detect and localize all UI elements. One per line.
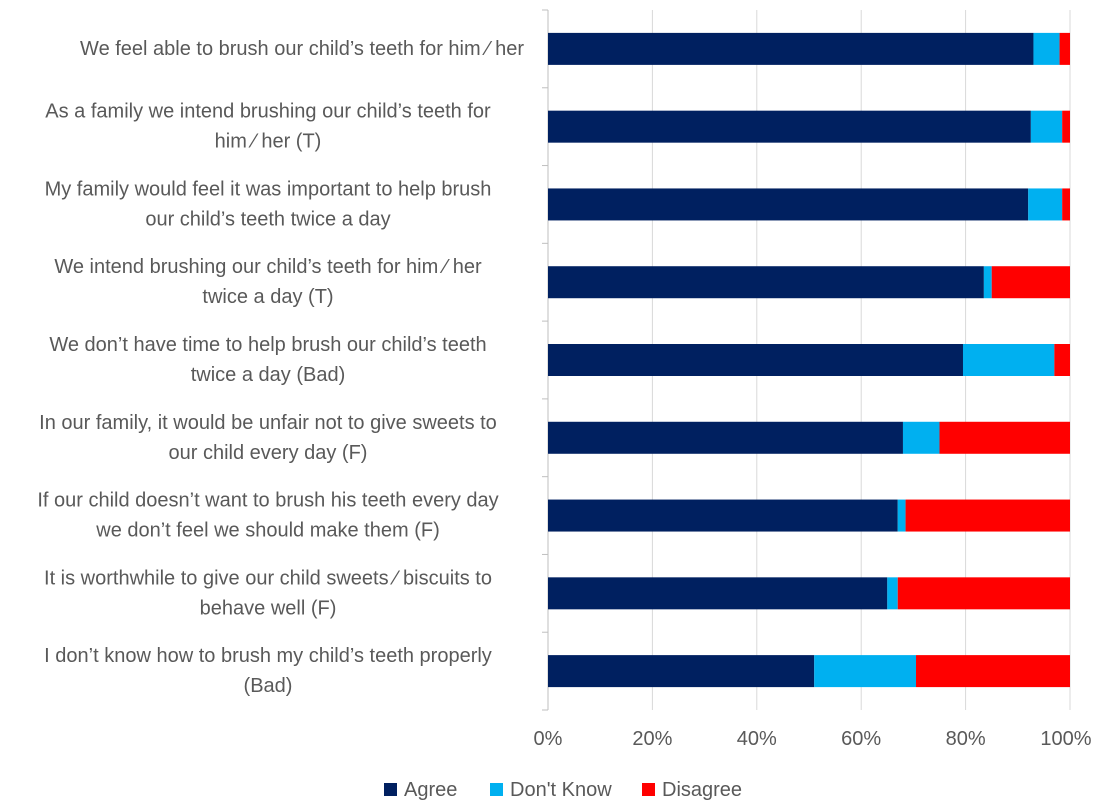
- category-label-line: twice a day (T): [202, 286, 333, 308]
- bar-don-t-know-4: [983, 266, 992, 299]
- category-label-line: our child every day (F): [169, 442, 368, 464]
- category-label-line: We don’t have time to help brush our chi…: [49, 334, 486, 356]
- bar-agree-5: [548, 344, 963, 376]
- x-tick-label: 60%: [841, 728, 881, 750]
- legend-swatch: [384, 783, 397, 796]
- bars: [548, 32, 1070, 688]
- category-label: My family would feel it was important to…: [45, 178, 492, 230]
- bar-disagree-2: [1062, 110, 1070, 143]
- category-labels: We feel able to brush our child’s teeth …: [37, 38, 524, 697]
- category-label-line: If our child doesn’t want to brush his t…: [37, 490, 498, 512]
- category-label: In our family, it would be unfair not to…: [39, 412, 497, 464]
- x-tick-label: 20%: [632, 728, 672, 750]
- legend-label: Disagree: [662, 779, 742, 801]
- x-tick-label: 80%: [946, 728, 986, 750]
- category-label: It is worthwhile to give our child sweet…: [44, 567, 492, 619]
- bar-disagree-1: [1059, 32, 1070, 65]
- x-tick-label: 0%: [534, 728, 563, 750]
- bar-disagree-5: [1054, 344, 1070, 376]
- bar-disagree-6: [939, 421, 1070, 454]
- bar-don-t-know-7: [897, 499, 906, 532]
- category-label: We feel able to brush our child’s teeth …: [80, 38, 524, 60]
- category-label-line: our child’s teeth twice a day: [145, 208, 390, 230]
- category-label-line: My family would feel it was important to…: [45, 178, 492, 200]
- category-label: We don’t have time to help brush our chi…: [49, 334, 486, 386]
- legend: Agree Don't Know Disagree: [384, 779, 742, 801]
- y-axis: [542, 9, 549, 711]
- x-tick-label: 40%: [737, 728, 777, 750]
- bar-agree-9: [548, 655, 815, 688]
- category-label: I don’t know how to brush my child’s tee…: [44, 645, 492, 697]
- bar-agree-4: [548, 266, 984, 299]
- category-label-line: him ⁄ her (T): [215, 131, 322, 153]
- bar-agree-2: [548, 110, 1031, 143]
- category-label-line: behave well (F): [200, 597, 337, 619]
- x-tick-labels: 0% 20% 40% 60% 80% 100%: [534, 728, 1092, 750]
- category-label-line: twice a day (Bad): [191, 364, 346, 386]
- category-label-line: we don’t feel we should make them (F): [95, 520, 440, 542]
- bar-don-t-know-3: [1028, 188, 1063, 221]
- legend-label: Agree: [404, 779, 457, 801]
- bar-agree-3: [548, 188, 1029, 221]
- bar-don-t-know-1: [1033, 32, 1060, 65]
- x-tick-label: 100%: [1040, 728, 1091, 750]
- legend-swatch: [490, 783, 503, 796]
- category-label: If our child doesn’t want to brush his t…: [37, 490, 498, 542]
- bar-agree-7: [548, 499, 898, 532]
- bar-don-t-know-2: [1030, 110, 1063, 143]
- bar-agree-8: [548, 577, 888, 610]
- bar-agree-1: [548, 32, 1034, 65]
- category-label-line: In our family, it would be unfair not to…: [39, 412, 497, 434]
- bar-disagree-3: [1062, 188, 1070, 221]
- category-label-line: We intend brushing our child’s teeth for…: [54, 256, 482, 278]
- bar-agree-6: [548, 421, 903, 454]
- bar-disagree-7: [905, 499, 1070, 532]
- category-label-line: We feel able to brush our child’s teeth …: [80, 38, 524, 60]
- category-label-line: As a family we intend brushing our child…: [45, 101, 491, 123]
- bar-disagree-9: [916, 655, 1070, 688]
- legend-label: Don't Know: [510, 779, 612, 801]
- bar-disagree-4: [991, 266, 1070, 299]
- category-label: We intend brushing our child’s teeth for…: [54, 256, 482, 308]
- category-label-line: (Bad): [244, 675, 293, 697]
- category-label-line: I don’t know how to brush my child’s tee…: [44, 645, 492, 667]
- bar-don-t-know-6: [902, 421, 940, 454]
- category-label-line: It is worthwhile to give our child sweet…: [44, 567, 492, 589]
- bar-don-t-know-8: [887, 577, 898, 610]
- bar-don-t-know-5: [962, 344, 1055, 376]
- bar-disagree-8: [897, 577, 1070, 610]
- bar-don-t-know-9: [814, 655, 917, 688]
- category-label: As a family we intend brushing our child…: [45, 101, 491, 153]
- legend-swatch: [642, 783, 655, 796]
